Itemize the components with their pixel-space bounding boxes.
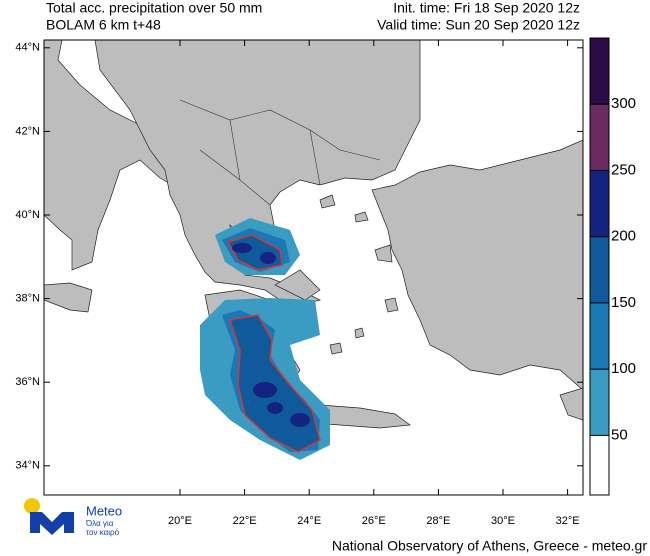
islands <box>319 194 399 355</box>
colorbar-band <box>590 104 609 171</box>
evia <box>274 269 321 301</box>
colorbar-label: 150 <box>611 294 636 311</box>
map-area <box>44 40 583 495</box>
lat-label: 36°N <box>15 376 40 388</box>
borders <box>179 99 381 206</box>
colorbar-label: 100 <box>611 360 636 377</box>
balkans <box>94 40 421 306</box>
lon-label: 22°E <box>233 515 257 527</box>
colorbar-band <box>590 302 609 370</box>
turkey <box>371 139 583 391</box>
lat-label: 38°N <box>15 293 40 305</box>
lon-label: 30°E <box>491 515 515 527</box>
footer: National Observatory of Athens, Greece -… <box>332 538 647 554</box>
lat-label: 42°N <box>15 125 40 137</box>
title: Total acc. precipitation over 50 mm <box>46 0 262 16</box>
logo: Meteo Όλα για τον καιρό <box>24 498 122 537</box>
lon-label: 24°E <box>297 515 321 527</box>
colorbar-label: 300 <box>611 95 636 112</box>
precipitation <box>200 218 330 460</box>
lat-label: 34°N <box>15 460 40 472</box>
logo-slogan: τον καιρό <box>86 528 120 537</box>
colorbar-band <box>590 38 609 105</box>
colorbar-band <box>590 435 609 495</box>
colorbar-band <box>590 236 609 303</box>
colorbar-label: 50 <box>611 426 628 443</box>
lon-label: 32°E <box>556 515 580 527</box>
colorbar-band <box>590 170 609 237</box>
map-frame <box>43 39 584 496</box>
colorbar-label: 250 <box>611 161 636 178</box>
sicily <box>44 282 93 313</box>
lat-label: 44°N <box>15 42 40 54</box>
colorbar-label: 200 <box>611 228 636 245</box>
logo-sun <box>24 498 40 514</box>
subtitle: BOLAM 6 km t+48 <box>46 17 161 33</box>
cyprus <box>559 387 583 421</box>
lon-label: 20°E <box>168 515 192 527</box>
colorbar-frame <box>589 37 610 496</box>
init-time: Init. time: Fri 18 Sep 2020 12z <box>393 0 580 16</box>
logo-slogan: Όλα για <box>85 519 114 528</box>
valid-time: Valid time: Sun 20 Sep 2020 12z <box>377 17 580 33</box>
italy <box>44 40 173 271</box>
lon-label: 28°E <box>426 515 450 527</box>
logo-mark <box>30 512 74 535</box>
lon-label: 26°E <box>362 515 386 527</box>
lat-label: 40°N <box>15 209 40 221</box>
logo-name: Meteo <box>86 503 122 518</box>
colorbar-band <box>590 369 609 436</box>
